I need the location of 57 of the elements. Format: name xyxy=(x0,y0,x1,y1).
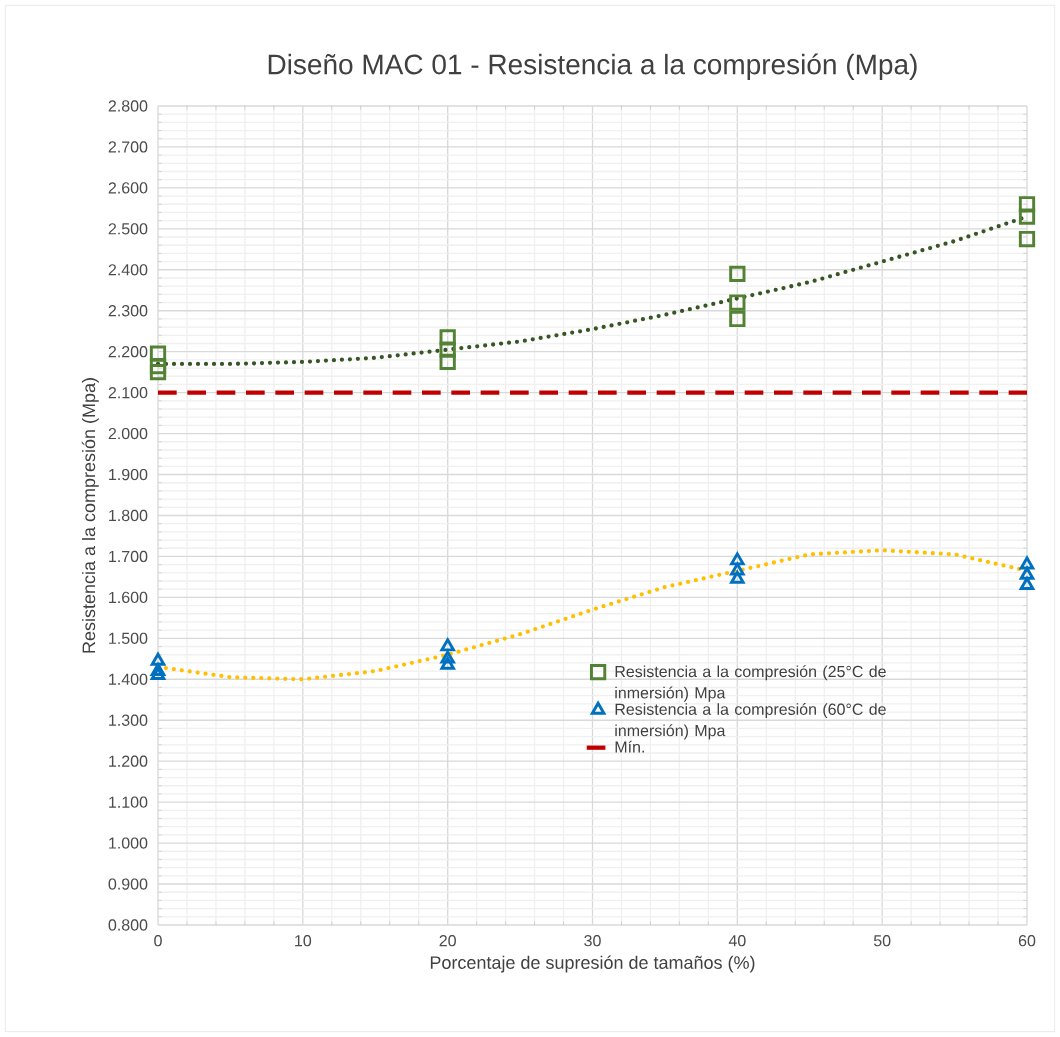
y-tick-label: 2.200 xyxy=(108,346,148,358)
y-axis-title: Resistencia a la compresión (Mpa) xyxy=(81,378,99,653)
point xyxy=(1018,208,1036,225)
point xyxy=(150,662,166,676)
y-tick-label: 1.700 xyxy=(109,550,148,563)
point xyxy=(1019,566,1035,580)
y-tick-label: 1.000 xyxy=(109,837,148,849)
point xyxy=(149,357,167,375)
y-tick-label: 2.600 xyxy=(108,182,148,194)
legend-label: Resistencia a la compresión (25°C de inmersión) Mpa xyxy=(615,665,886,702)
legend-label: Resistencia a la compresión (60°C de inmersión) Mpa xyxy=(615,703,886,740)
point xyxy=(729,294,746,311)
point xyxy=(440,638,455,652)
y-tick-label: 2.800 xyxy=(108,100,148,112)
x-tick-label: 0 xyxy=(154,935,162,947)
point xyxy=(1018,196,1036,213)
x-tick-label: 60 xyxy=(1018,935,1036,947)
x-tick-label: 30 xyxy=(584,935,601,947)
y-tick-label: 2.000 xyxy=(108,427,148,440)
y-tick-label: 1.200 xyxy=(109,755,148,767)
y-tick-label: 1.300 xyxy=(109,714,148,726)
point xyxy=(439,353,456,371)
x-tick-label: 20 xyxy=(439,935,456,947)
point xyxy=(730,570,745,584)
point xyxy=(1019,556,1035,570)
y-tick-label: 2.300 xyxy=(108,305,148,317)
y-tick-label: 2.400 xyxy=(108,264,148,276)
point xyxy=(730,562,745,576)
y-tick-label: 2.100 xyxy=(108,386,148,399)
y-tick-label: 1.900 xyxy=(109,468,148,481)
y-tick-label: 1.100 xyxy=(109,796,148,808)
point xyxy=(729,265,746,283)
point xyxy=(439,329,456,346)
x-tick-label: 10 xyxy=(295,935,312,947)
point xyxy=(1018,230,1036,248)
y-tick-label: 2.500 xyxy=(108,223,148,235)
x-axis-title: Porcentaje de supresión de tamaños (%) xyxy=(430,955,755,973)
y-tick-label: 1.500 xyxy=(109,632,148,644)
chart-title: Diseño MAC 01 - Resistencia a la compresión (Mpa) xyxy=(268,53,917,80)
x-tick-label: 50 xyxy=(873,935,891,947)
point xyxy=(150,652,166,666)
point xyxy=(149,345,167,362)
point xyxy=(149,364,167,381)
y-tick-label: 0.900 xyxy=(108,878,148,890)
x-tick-label: 40 xyxy=(728,935,746,947)
y-tick-label: 1.400 xyxy=(109,673,148,685)
point xyxy=(440,656,455,670)
point xyxy=(730,552,745,566)
legend-label: Mín. xyxy=(615,740,644,753)
point xyxy=(440,650,455,664)
point xyxy=(729,310,746,328)
y-tick-label: 0.800 xyxy=(108,919,148,931)
point xyxy=(439,341,456,358)
point xyxy=(1019,576,1035,590)
y-tick-label: 2.700 xyxy=(108,141,148,153)
y-tick-label: 1.800 xyxy=(109,509,148,522)
y-tick-label: 1.600 xyxy=(109,591,148,604)
